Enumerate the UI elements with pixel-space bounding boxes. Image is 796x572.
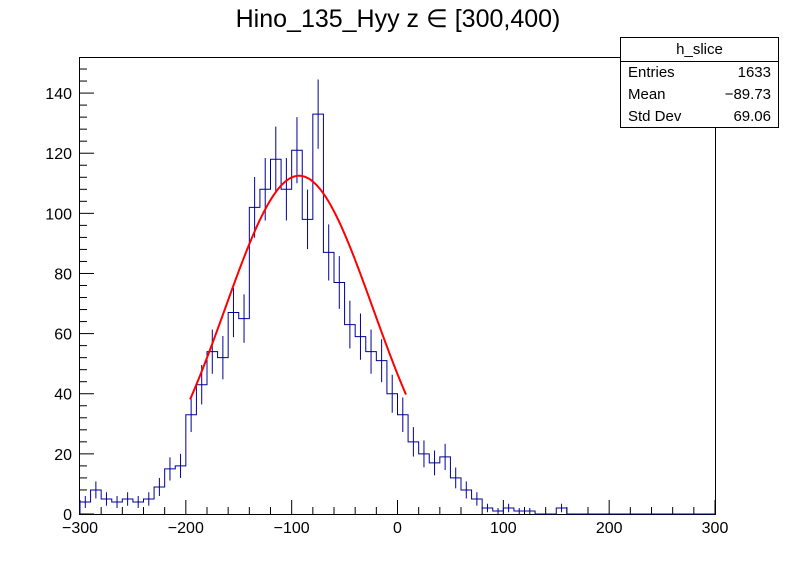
chart-title: Hino_135_Hyy z ∈ [300,400): [235, 5, 561, 33]
x-tick-label: 0: [393, 520, 402, 537]
y-tick-label: 80: [54, 266, 72, 283]
stats-value: 69.06: [733, 108, 771, 125]
stats-row-stddev: Std Dev 69.06: [621, 106, 778, 128]
y-tick-label: 0: [63, 507, 72, 524]
stats-value: 1633: [737, 64, 771, 81]
y-axis: 0 20 40 60 80 100 120 140: [45, 68, 94, 524]
y-tick-label: 60: [54, 327, 72, 344]
y-tick-label: 20: [54, 447, 72, 464]
gaussian-fit-curve: [189, 174, 407, 400]
x-tick-label: 300: [702, 520, 729, 537]
y-tick-label: 120: [45, 146, 72, 163]
histogram-outline: [79, 113, 715, 515]
x-tick-label: 200: [596, 520, 623, 537]
stats-label: Std Dev: [628, 108, 682, 125]
y-tick-label: 40: [54, 387, 72, 404]
y-tick-label: 140: [45, 86, 72, 103]
stats-row-entries: Entries 1633: [621, 62, 778, 84]
stats-title: h_slice: [621, 38, 778, 62]
x-tick-label: −300: [62, 520, 98, 537]
x-tick-label: 100: [490, 520, 517, 537]
stats-value: −89.73: [724, 86, 771, 103]
x-tick-label: −100: [274, 520, 310, 537]
y-tick-label: 100: [45, 206, 72, 223]
x-axis: −300 −200 −100 0 100 200 300: [62, 500, 728, 537]
stats-label: Entries: [628, 64, 675, 81]
x-tick-label: −200: [168, 520, 204, 537]
stats-box: h_slice Entries 1633 Mean −89.73 Std Dev…: [620, 37, 779, 128]
plot-frame: [79, 57, 716, 515]
stats-row-mean: Mean −89.73: [621, 84, 778, 106]
stats-label: Mean: [628, 86, 666, 103]
